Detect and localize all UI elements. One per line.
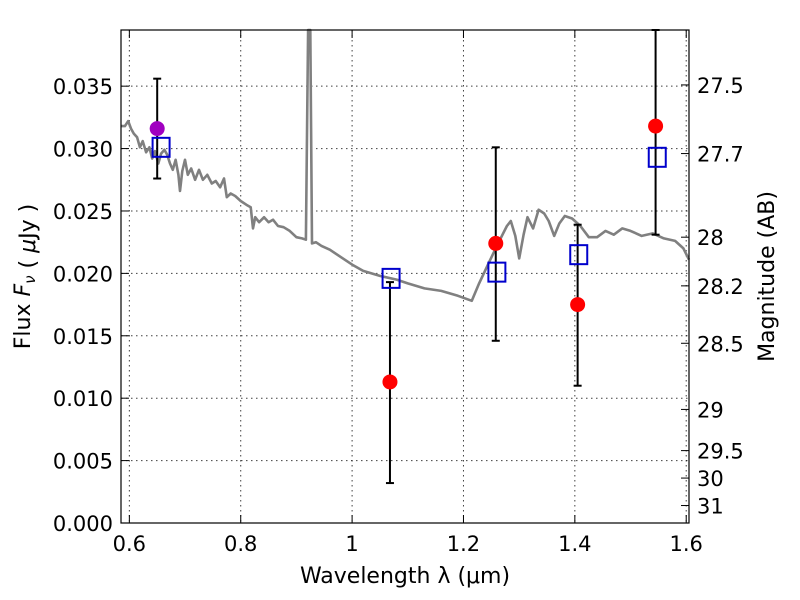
- model-point: [487, 261, 507, 283]
- axis-ticks: [121, 30, 689, 524]
- plot-frame: [120, 29, 690, 524]
- model-point: [381, 267, 401, 289]
- right-tick-label: 29: [697, 398, 724, 422]
- y-tick-label: 0.030: [53, 138, 113, 162]
- data-point: [382, 374, 398, 390]
- y-tick-label: 0.035: [53, 75, 113, 99]
- x-tick-label: 1.4: [558, 532, 591, 556]
- data-point: [648, 118, 664, 134]
- right-tick-label: 27.5: [697, 74, 744, 98]
- model-point: [151, 136, 171, 158]
- y-tick-label: 0.005: [53, 450, 113, 474]
- tick-labels: 0.6 0.8 1 1.2 1.4 1.6 0.000 0.005 0.010 0.015 0.02…: [53, 74, 744, 556]
- data-point: [149, 121, 165, 137]
- right-tick-label: 28.2: [697, 275, 744, 299]
- model-point: [647, 146, 667, 168]
- y-tick-label: 0.025: [53, 200, 113, 224]
- x-tick-label: 1.2: [447, 532, 480, 556]
- error-bars: [153, 29, 660, 485]
- y-tick-label: 0.020: [53, 262, 113, 286]
- y-tick-label: 0.015: [53, 325, 113, 349]
- x-tick-label: 1: [345, 532, 358, 556]
- x-tick-label: 0.8: [224, 532, 257, 556]
- right-axis-label: Magnitude (AB): [755, 191, 780, 362]
- x-tick-label: 1.6: [670, 532, 703, 556]
- y-axis-label: Flux Fν ( μJy ): [11, 204, 41, 349]
- data-points: [149, 118, 667, 390]
- right-tick-label: 29.5: [697, 440, 744, 464]
- right-tick-label: 28: [697, 226, 724, 250]
- x-tick-label: 0.6: [113, 532, 146, 556]
- model-point: [569, 244, 589, 266]
- spectrum-line: [121, 28, 691, 303]
- right-tick-label: 28.5: [697, 332, 744, 356]
- data-point: [488, 235, 504, 251]
- right-tick-label: 31: [697, 495, 724, 519]
- y-tick-label: 0.000: [53, 512, 113, 536]
- right-tick-label: 27.7: [697, 143, 744, 167]
- right-tick-label: 30: [697, 467, 724, 491]
- grid-lines: [121, 30, 689, 524]
- y-tick-label: 0.010: [53, 387, 113, 411]
- data-point: [570, 297, 586, 313]
- x-axis-label: Wavelength λ (μm): [300, 564, 510, 589]
- model-spectrum: [121, 28, 691, 303]
